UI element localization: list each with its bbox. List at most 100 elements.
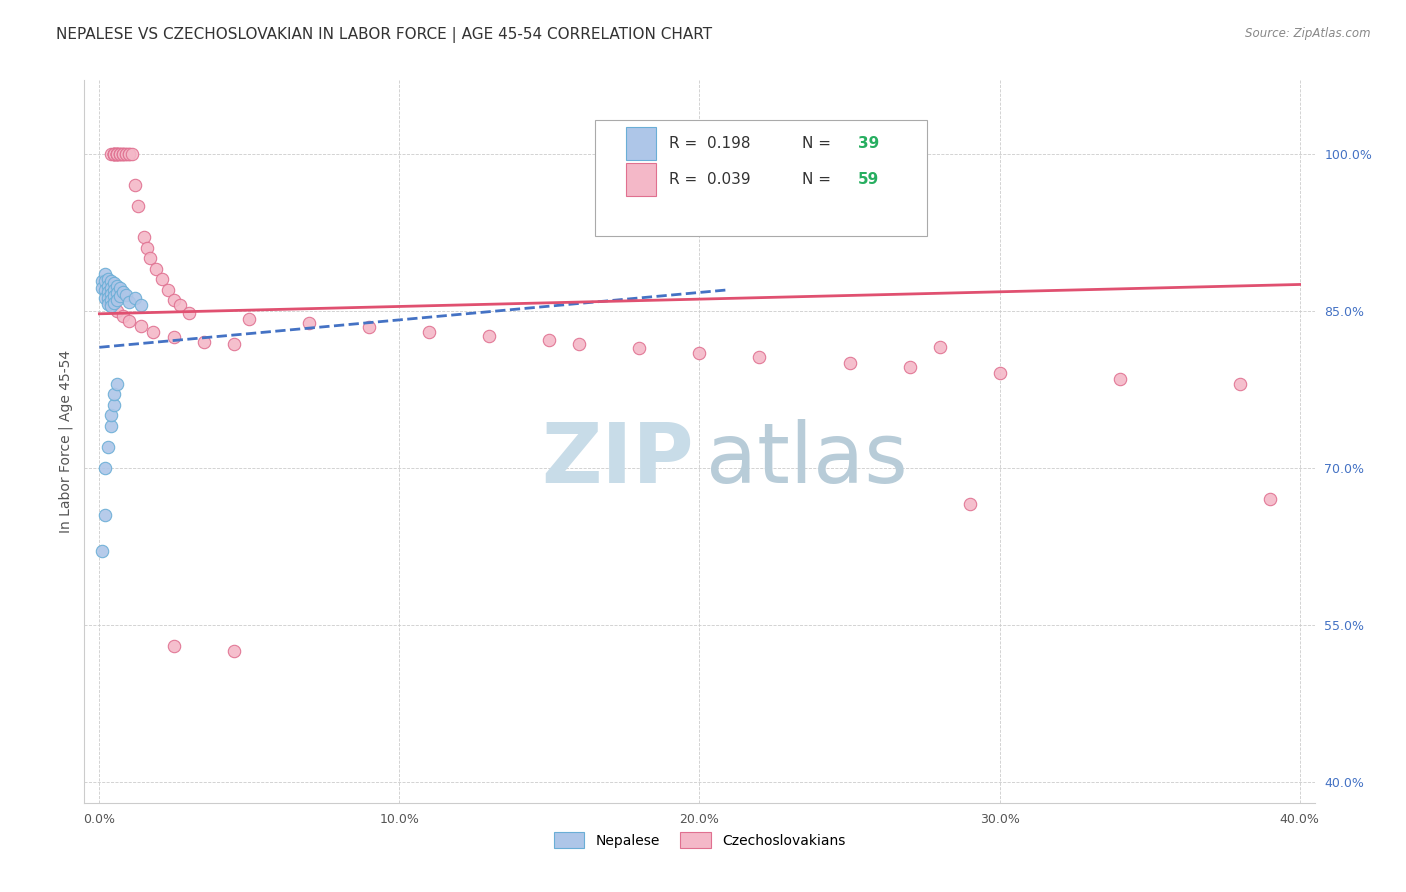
FancyBboxPatch shape — [595, 120, 927, 235]
Text: 59: 59 — [858, 172, 879, 186]
Point — [105, 146, 128, 161]
Point — [103, 146, 125, 161]
Point — [118, 146, 141, 161]
Point — [163, 293, 186, 308]
Point — [1229, 376, 1251, 391]
Point — [112, 146, 135, 161]
Point — [100, 409, 122, 423]
Text: R =  0.198: R = 0.198 — [669, 136, 751, 151]
Point — [105, 285, 128, 300]
Point — [105, 303, 128, 318]
Point — [103, 398, 125, 412]
Point — [112, 309, 135, 323]
Legend: Nepalese, Czechoslovakians: Nepalese, Czechoslovakians — [548, 827, 851, 854]
Bar — [626, 128, 657, 160]
Text: ZIP: ZIP — [541, 419, 693, 500]
Point — [103, 277, 125, 291]
Point — [478, 328, 501, 343]
Point — [91, 280, 114, 294]
Point — [838, 356, 860, 370]
Point — [112, 146, 135, 161]
Point — [131, 319, 153, 334]
Point — [97, 440, 120, 454]
Point — [105, 278, 128, 293]
Point — [103, 146, 125, 161]
Point — [97, 285, 120, 299]
Point — [105, 146, 128, 161]
Text: N =: N = — [801, 172, 835, 186]
Text: N =: N = — [801, 136, 835, 151]
Text: atlas: atlas — [706, 419, 907, 500]
Point — [97, 297, 120, 311]
Point — [105, 146, 128, 161]
Point — [110, 146, 132, 161]
Point — [110, 280, 132, 294]
Point — [105, 293, 128, 308]
Point — [169, 298, 191, 312]
Point — [103, 289, 125, 303]
Point — [193, 334, 215, 349]
Point — [94, 267, 117, 281]
Point — [118, 295, 141, 310]
Point — [538, 333, 561, 347]
Point — [163, 330, 186, 344]
Point — [94, 460, 117, 475]
Text: 39: 39 — [858, 136, 879, 151]
Point — [97, 291, 120, 305]
Point — [100, 418, 122, 433]
Y-axis label: In Labor Force | Age 45-54: In Labor Force | Age 45-54 — [59, 350, 73, 533]
Point — [127, 199, 149, 213]
Point — [118, 146, 141, 161]
Point — [224, 337, 246, 351]
Point — [105, 146, 128, 161]
Point — [115, 146, 138, 161]
Point — [131, 298, 153, 312]
Point — [103, 283, 125, 297]
Point — [100, 300, 122, 314]
Point — [628, 342, 651, 356]
Point — [94, 274, 117, 288]
Point — [103, 146, 125, 161]
Point — [103, 296, 125, 310]
Point — [568, 337, 591, 351]
Point — [103, 146, 125, 161]
Point — [97, 293, 120, 308]
Point — [112, 285, 135, 299]
Point — [97, 278, 120, 293]
Bar — [626, 163, 657, 196]
Point — [110, 146, 132, 161]
Point — [959, 497, 981, 511]
Point — [100, 298, 122, 312]
Text: Source: ZipAtlas.com: Source: ZipAtlas.com — [1246, 27, 1371, 40]
Point — [124, 291, 146, 305]
Point — [94, 283, 117, 297]
Point — [928, 340, 950, 354]
Point — [150, 272, 173, 286]
Point — [359, 320, 381, 334]
Point — [118, 314, 141, 328]
Point — [238, 312, 260, 326]
Point — [100, 280, 122, 294]
Point — [112, 146, 135, 161]
Point — [179, 306, 201, 320]
Point — [418, 325, 440, 339]
Point — [142, 325, 165, 339]
Point — [115, 146, 138, 161]
Point — [298, 316, 321, 330]
Point — [103, 387, 125, 401]
Point — [988, 367, 1011, 381]
Point — [134, 230, 156, 244]
Point — [1258, 492, 1281, 507]
Point — [689, 345, 711, 359]
Point — [136, 241, 159, 255]
Point — [121, 146, 143, 161]
Point — [110, 289, 132, 303]
Point — [115, 288, 138, 302]
Point — [100, 293, 122, 308]
Point — [94, 508, 117, 522]
Point — [105, 146, 128, 161]
Point — [1108, 372, 1130, 386]
Point — [163, 639, 186, 653]
Point — [97, 272, 120, 286]
Point — [898, 360, 921, 375]
